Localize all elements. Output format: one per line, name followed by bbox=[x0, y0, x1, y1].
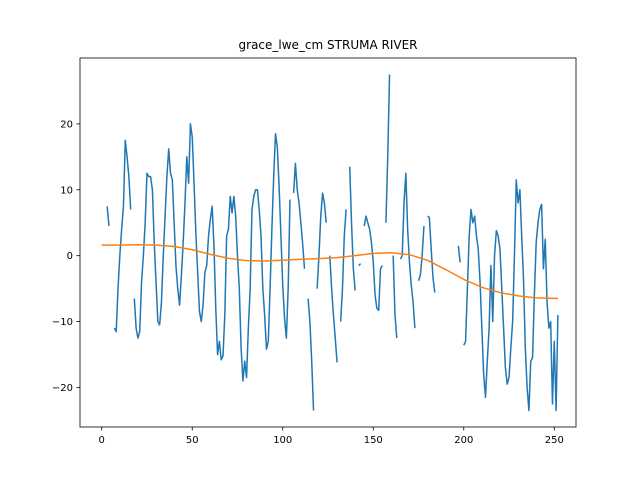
axes-frame bbox=[79, 57, 577, 428]
series-line-2 bbox=[101, 244, 558, 300]
y-tick-label: 20 bbox=[60, 119, 73, 130]
x-tick-label: 250 bbox=[545, 435, 564, 446]
y-tick-label: 0 bbox=[67, 251, 73, 262]
series-line-1 bbox=[106, 74, 559, 412]
y-axis: −20 −10 0 10 20 bbox=[52, 119, 80, 394]
x-tick-label: 50 bbox=[186, 435, 199, 446]
y-tick-label: −10 bbox=[52, 317, 73, 328]
y-tick-label: −20 bbox=[52, 383, 73, 394]
y-tick-label: 10 bbox=[60, 185, 73, 196]
plot-area bbox=[101, 74, 559, 412]
x-tick-label: 0 bbox=[99, 435, 105, 446]
x-axis: 0 50 100 150 200 250 bbox=[99, 427, 564, 446]
x-tick-label: 100 bbox=[273, 435, 292, 446]
chart-title: grace_lwe_cm STRUMA RIVER bbox=[239, 38, 418, 52]
x-tick-label: 200 bbox=[454, 435, 473, 446]
x-tick-label: 150 bbox=[364, 435, 383, 446]
